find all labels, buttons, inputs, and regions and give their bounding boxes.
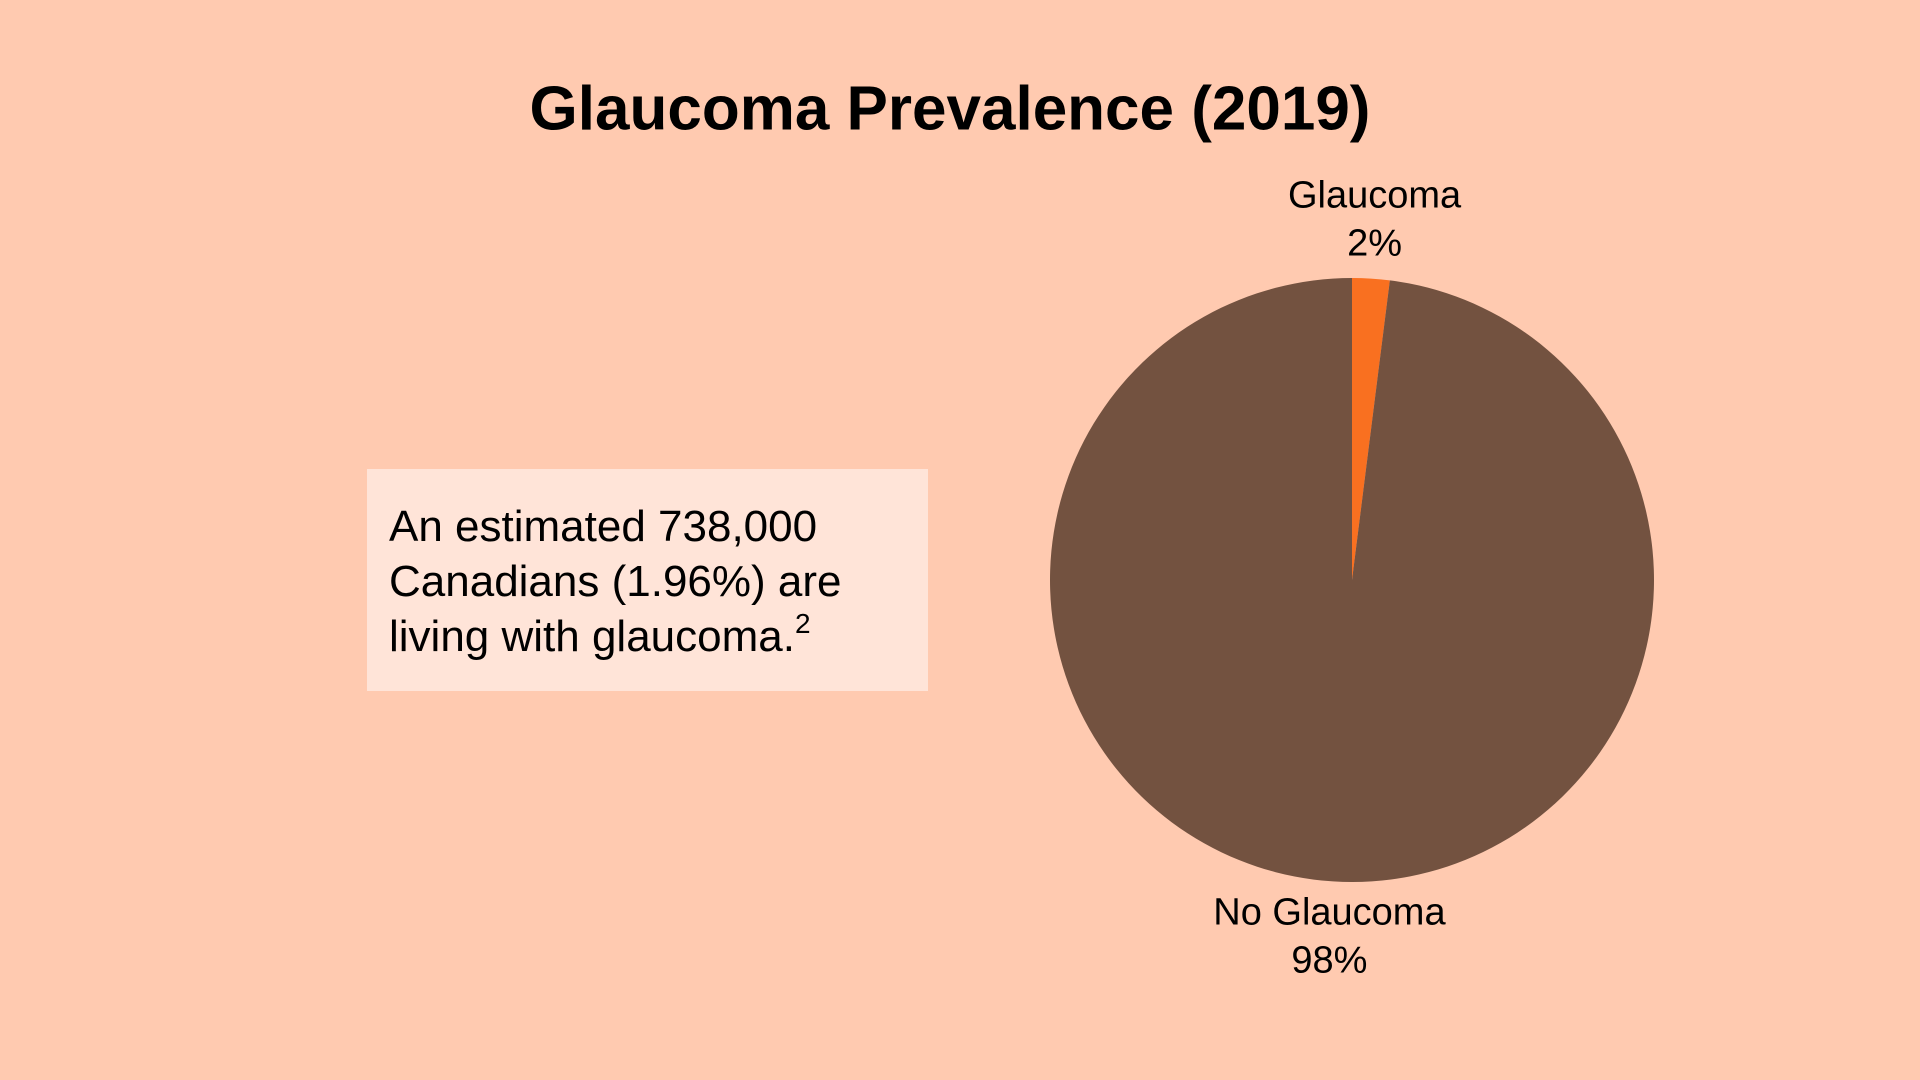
chart-title: Glaucoma Prevalence (2019) bbox=[530, 74, 1371, 143]
pie-slice bbox=[1352, 278, 1390, 580]
annotation-text: An estimated 738,000 Canadians (1.96%) a… bbox=[389, 502, 842, 661]
annotation-box: An estimated 738,000 Canadians (1.96%) a… bbox=[367, 469, 928, 691]
footnote-ref: 2 bbox=[794, 608, 811, 639]
slice-label: No Glaucoma bbox=[1213, 892, 1446, 934]
slice-value-label: 2% bbox=[1347, 222, 1402, 264]
slice-value-label: 98% bbox=[1291, 940, 1367, 982]
slice-label: Glaucoma bbox=[1288, 174, 1462, 216]
pie-slice bbox=[1050, 278, 1655, 882]
